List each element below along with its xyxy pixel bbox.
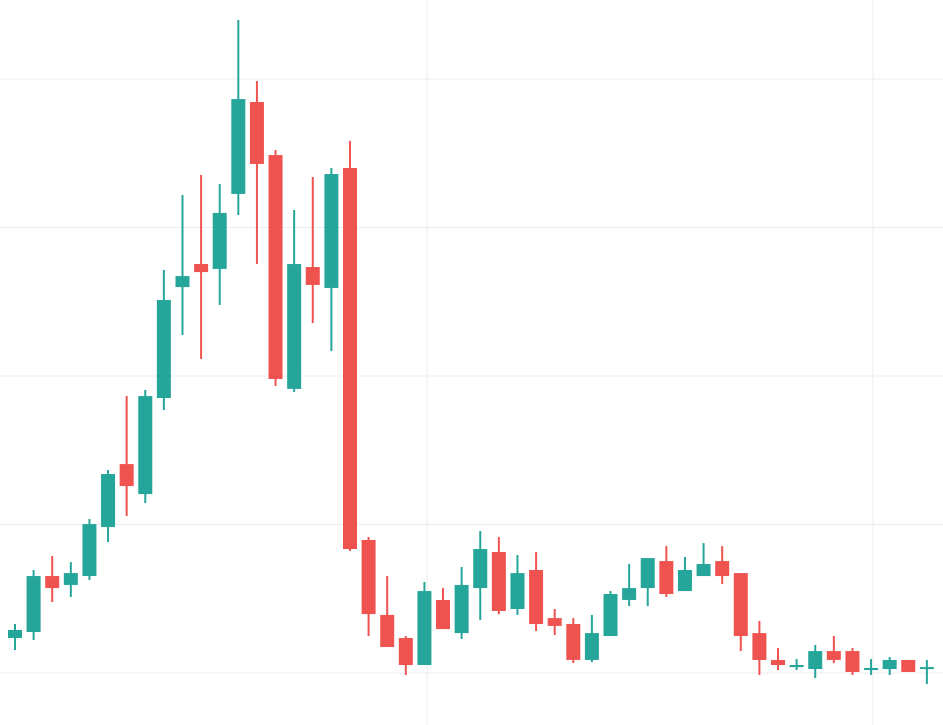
- candle-body: [249, 102, 264, 164]
- candle-body: [901, 659, 916, 672]
- candle-body: [864, 667, 879, 671]
- candle-body: [417, 591, 432, 666]
- candle-body: [547, 618, 562, 626]
- candle-body: [733, 573, 748, 637]
- candle-body: [826, 651, 841, 660]
- candle-body: [659, 561, 674, 595]
- candle-body: [8, 629, 22, 638]
- candle-body: [473, 549, 488, 589]
- candle-body: [919, 667, 934, 670]
- candle-body: [194, 264, 209, 273]
- candle-body: [715, 561, 730, 577]
- candle-body: [845, 651, 860, 672]
- candle-body: [789, 665, 804, 668]
- candle-body: [380, 614, 395, 648]
- candle-body: [26, 576, 41, 633]
- candle-body: [156, 299, 171, 398]
- candle-body: [101, 474, 116, 528]
- candle-body: [305, 267, 320, 285]
- candle-body: [752, 633, 767, 660]
- candle-body: [771, 659, 786, 666]
- candle-body: [138, 396, 153, 495]
- candle-body: [398, 637, 413, 666]
- candle-body: [640, 558, 655, 589]
- candle-body: [268, 155, 283, 379]
- candle-body: [566, 624, 581, 660]
- candle-body: [882, 659, 897, 670]
- candle-body: [510, 573, 525, 610]
- candle-body: [212, 212, 227, 269]
- candle-body: [584, 633, 599, 660]
- candle-body: [677, 569, 692, 592]
- candle-body: [45, 576, 60, 589]
- candle-body: [696, 564, 711, 577]
- candle-body: [622, 588, 637, 600]
- candle-body: [603, 594, 618, 637]
- candle-body: [361, 539, 376, 615]
- candle-body: [491, 551, 506, 611]
- candle-body: [808, 651, 823, 670]
- candle-body: [231, 99, 246, 194]
- candle-body: [436, 599, 451, 630]
- candle-body: [82, 524, 97, 577]
- candle-body: [529, 569, 544, 625]
- candle-body: [63, 573, 78, 585]
- candle-body: [342, 167, 357, 550]
- candle-body: [324, 174, 339, 288]
- candle-body: [119, 464, 134, 487]
- candle-body: [175, 276, 190, 288]
- candle-body: [287, 264, 302, 389]
- candle-body: [454, 584, 469, 634]
